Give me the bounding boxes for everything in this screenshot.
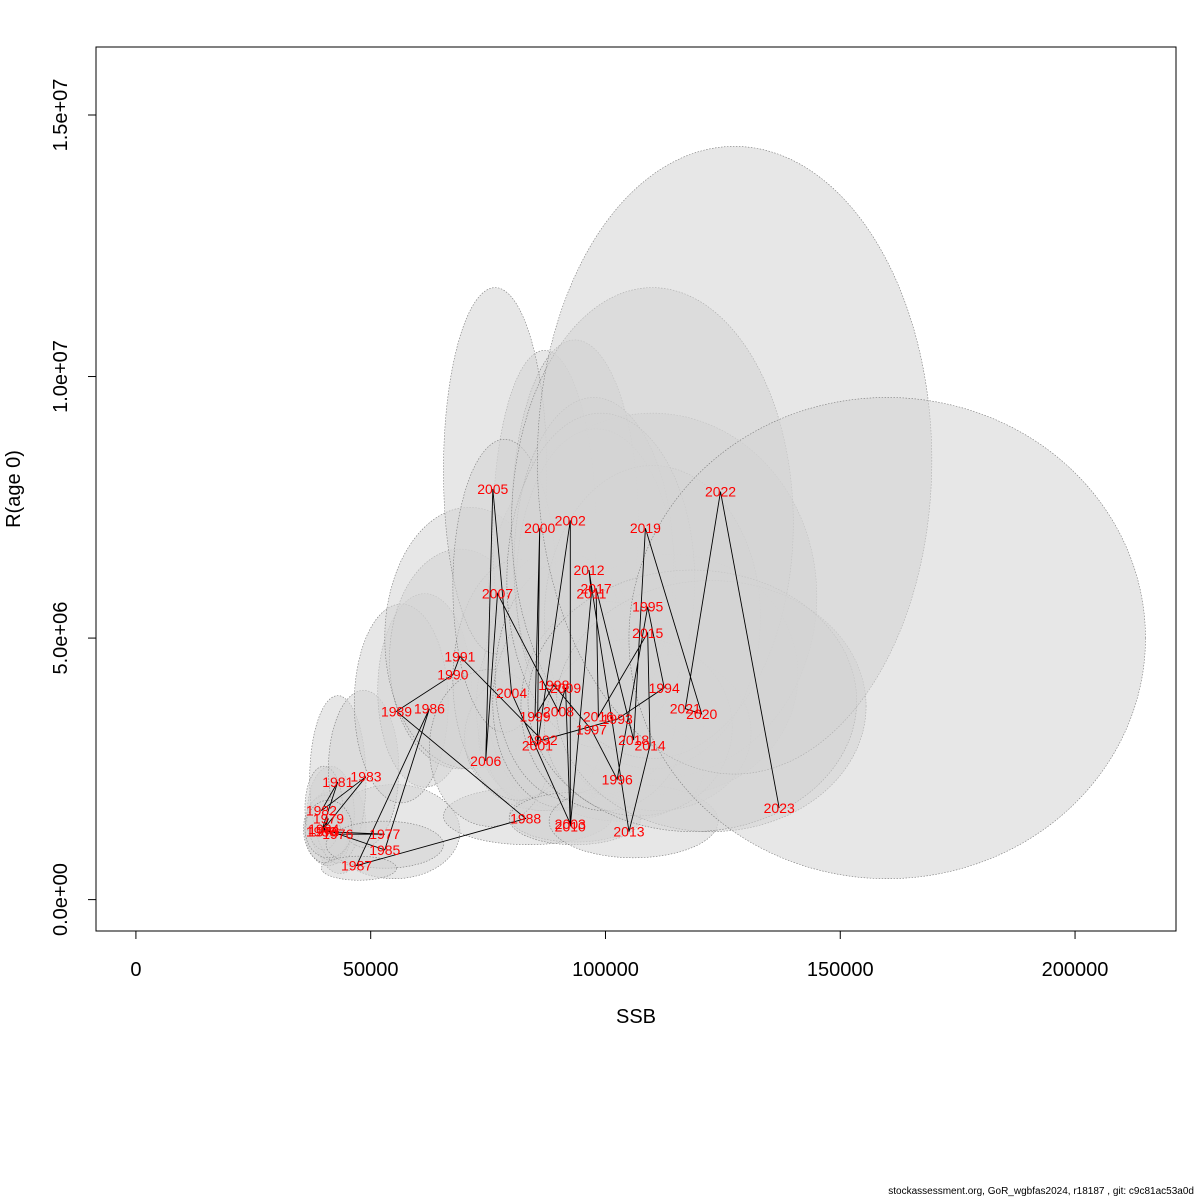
year-label-1997: 1997	[576, 722, 607, 738]
year-label-2016: 2016	[583, 709, 614, 725]
y-tick-label: 5.0e+06	[50, 602, 72, 675]
year-label-1994: 1994	[649, 680, 680, 696]
year-label-2015: 2015	[632, 625, 663, 641]
x-tick-label: 50000	[343, 959, 399, 981]
year-label-1976: 1976	[322, 826, 353, 842]
trajectory-polyline	[320, 488, 780, 867]
year-label-2012: 2012	[573, 562, 604, 578]
year-label-2018: 2018	[618, 732, 649, 748]
year-label-2022: 2022	[705, 484, 736, 500]
x-tick-label: 150000	[807, 959, 874, 981]
ellipse-1987	[321, 855, 397, 881]
year-label-1993: 1993	[602, 711, 633, 727]
year-label-2004: 2004	[496, 685, 527, 701]
year-label-1981: 1981	[322, 774, 353, 790]
year-label-1977: 1977	[369, 826, 400, 842]
year-label-2000: 2000	[524, 520, 555, 536]
year-label-1995: 1995	[632, 599, 663, 615]
year-label-2023: 2023	[764, 800, 795, 816]
year-label-1996: 1996	[602, 771, 633, 787]
year-label-1999: 1999	[519, 709, 550, 725]
year-label-2006: 2006	[470, 753, 501, 769]
year-label-1992: 1992	[527, 732, 558, 748]
year-label-1982: 1982	[306, 803, 337, 819]
year-label-2007: 2007	[482, 586, 513, 602]
x-axis: 0 50000 100000 150000 200000	[130, 930, 1109, 981]
year-label-2019: 2019	[630, 520, 661, 536]
year-label-2017: 2017	[581, 580, 612, 596]
year-label-2010: 2010	[555, 818, 586, 834]
year-label-2005: 2005	[477, 481, 508, 497]
year-label-1989: 1989	[381, 703, 412, 719]
year-label-1998: 1998	[538, 677, 569, 693]
trajectory-line	[320, 488, 780, 867]
year-label-1985: 1985	[369, 842, 400, 858]
year-label-1988: 1988	[510, 811, 541, 827]
year-label-1987: 1987	[341, 858, 372, 874]
y-tick-label: 1.0e+07	[50, 340, 72, 413]
year-label-1978: 1978	[308, 824, 339, 840]
year-label-2003: 2003	[555, 816, 586, 832]
year-label-2001: 2001	[522, 737, 553, 753]
y-axis-title: R(age 0)	[3, 450, 25, 528]
year-label-1984: 1984	[308, 821, 339, 837]
year-label-2009: 2009	[550, 680, 581, 696]
y-axis: 0.0e+00 5.0e+06 1.0e+07 1.5e+07	[50, 79, 97, 936]
year-label-2020: 2020	[686, 706, 717, 722]
year-label-2014: 2014	[635, 737, 666, 753]
year-label-2002: 2002	[555, 512, 586, 528]
year-label-1983: 1983	[350, 769, 381, 785]
x-tick-label: 200000	[1042, 959, 1109, 981]
x-tick-label: 0	[130, 959, 141, 981]
year-label-1991: 1991	[444, 648, 475, 664]
year-label-2013: 2013	[613, 824, 644, 840]
y-tick-label: 1.5e+07	[50, 79, 72, 152]
year-label-2008: 2008	[543, 703, 574, 719]
x-axis-title: SSB	[616, 1006, 656, 1028]
y-tick-label: 0.0e+00	[50, 863, 72, 936]
x-tick-label: 100000	[572, 959, 639, 981]
ellipse-2023	[628, 397, 1146, 879]
footer-credit: stockassessment.org, GoR_wgbfas2024, r18…	[888, 1186, 1194, 1197]
year-label-1979: 1979	[313, 811, 344, 827]
year-label-1980: 1980	[306, 824, 337, 840]
year-label-1990: 1990	[437, 667, 468, 683]
year-label-2021: 2021	[670, 701, 701, 717]
year-label-1986: 1986	[414, 701, 445, 717]
year-label-2011: 2011	[576, 586, 606, 602]
